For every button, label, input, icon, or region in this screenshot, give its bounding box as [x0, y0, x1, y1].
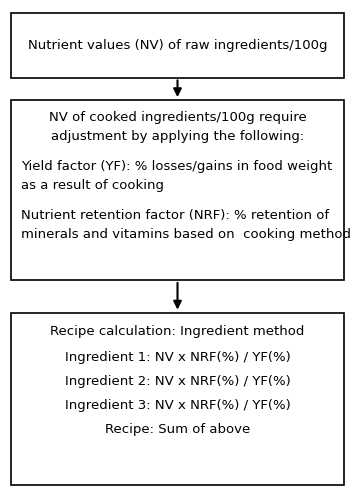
FancyBboxPatch shape: [11, 100, 344, 280]
Text: Ingredient 3: NV x NRF(%) / YF(%): Ingredient 3: NV x NRF(%) / YF(%): [65, 400, 290, 412]
Text: NV of cooked ingredients/100g require: NV of cooked ingredients/100g require: [49, 111, 306, 124]
FancyBboxPatch shape: [11, 312, 344, 485]
Text: minerals and vitamins based on  cooking method: minerals and vitamins based on cooking m…: [21, 228, 351, 241]
Text: Ingredient 1: NV x NRF(%) / YF(%): Ingredient 1: NV x NRF(%) / YF(%): [65, 352, 290, 364]
Text: Yield factor (YF): % losses/gains in food weight: Yield factor (YF): % losses/gains in foo…: [21, 160, 333, 173]
Text: Nutrient retention factor (NRF): % retention of: Nutrient retention factor (NRF): % reten…: [21, 209, 329, 222]
Text: Recipe calculation: Ingredient method: Recipe calculation: Ingredient method: [50, 325, 305, 338]
Text: Recipe: Sum of above: Recipe: Sum of above: [105, 424, 250, 436]
Text: adjustment by applying the following:: adjustment by applying the following:: [51, 130, 304, 143]
Text: Nutrient values (NV) of raw ingredients/100g: Nutrient values (NV) of raw ingredients/…: [28, 38, 327, 52]
FancyBboxPatch shape: [11, 12, 344, 78]
Text: as a result of cooking: as a result of cooking: [21, 180, 164, 192]
Text: Ingredient 2: NV x NRF(%) / YF(%): Ingredient 2: NV x NRF(%) / YF(%): [65, 376, 290, 388]
